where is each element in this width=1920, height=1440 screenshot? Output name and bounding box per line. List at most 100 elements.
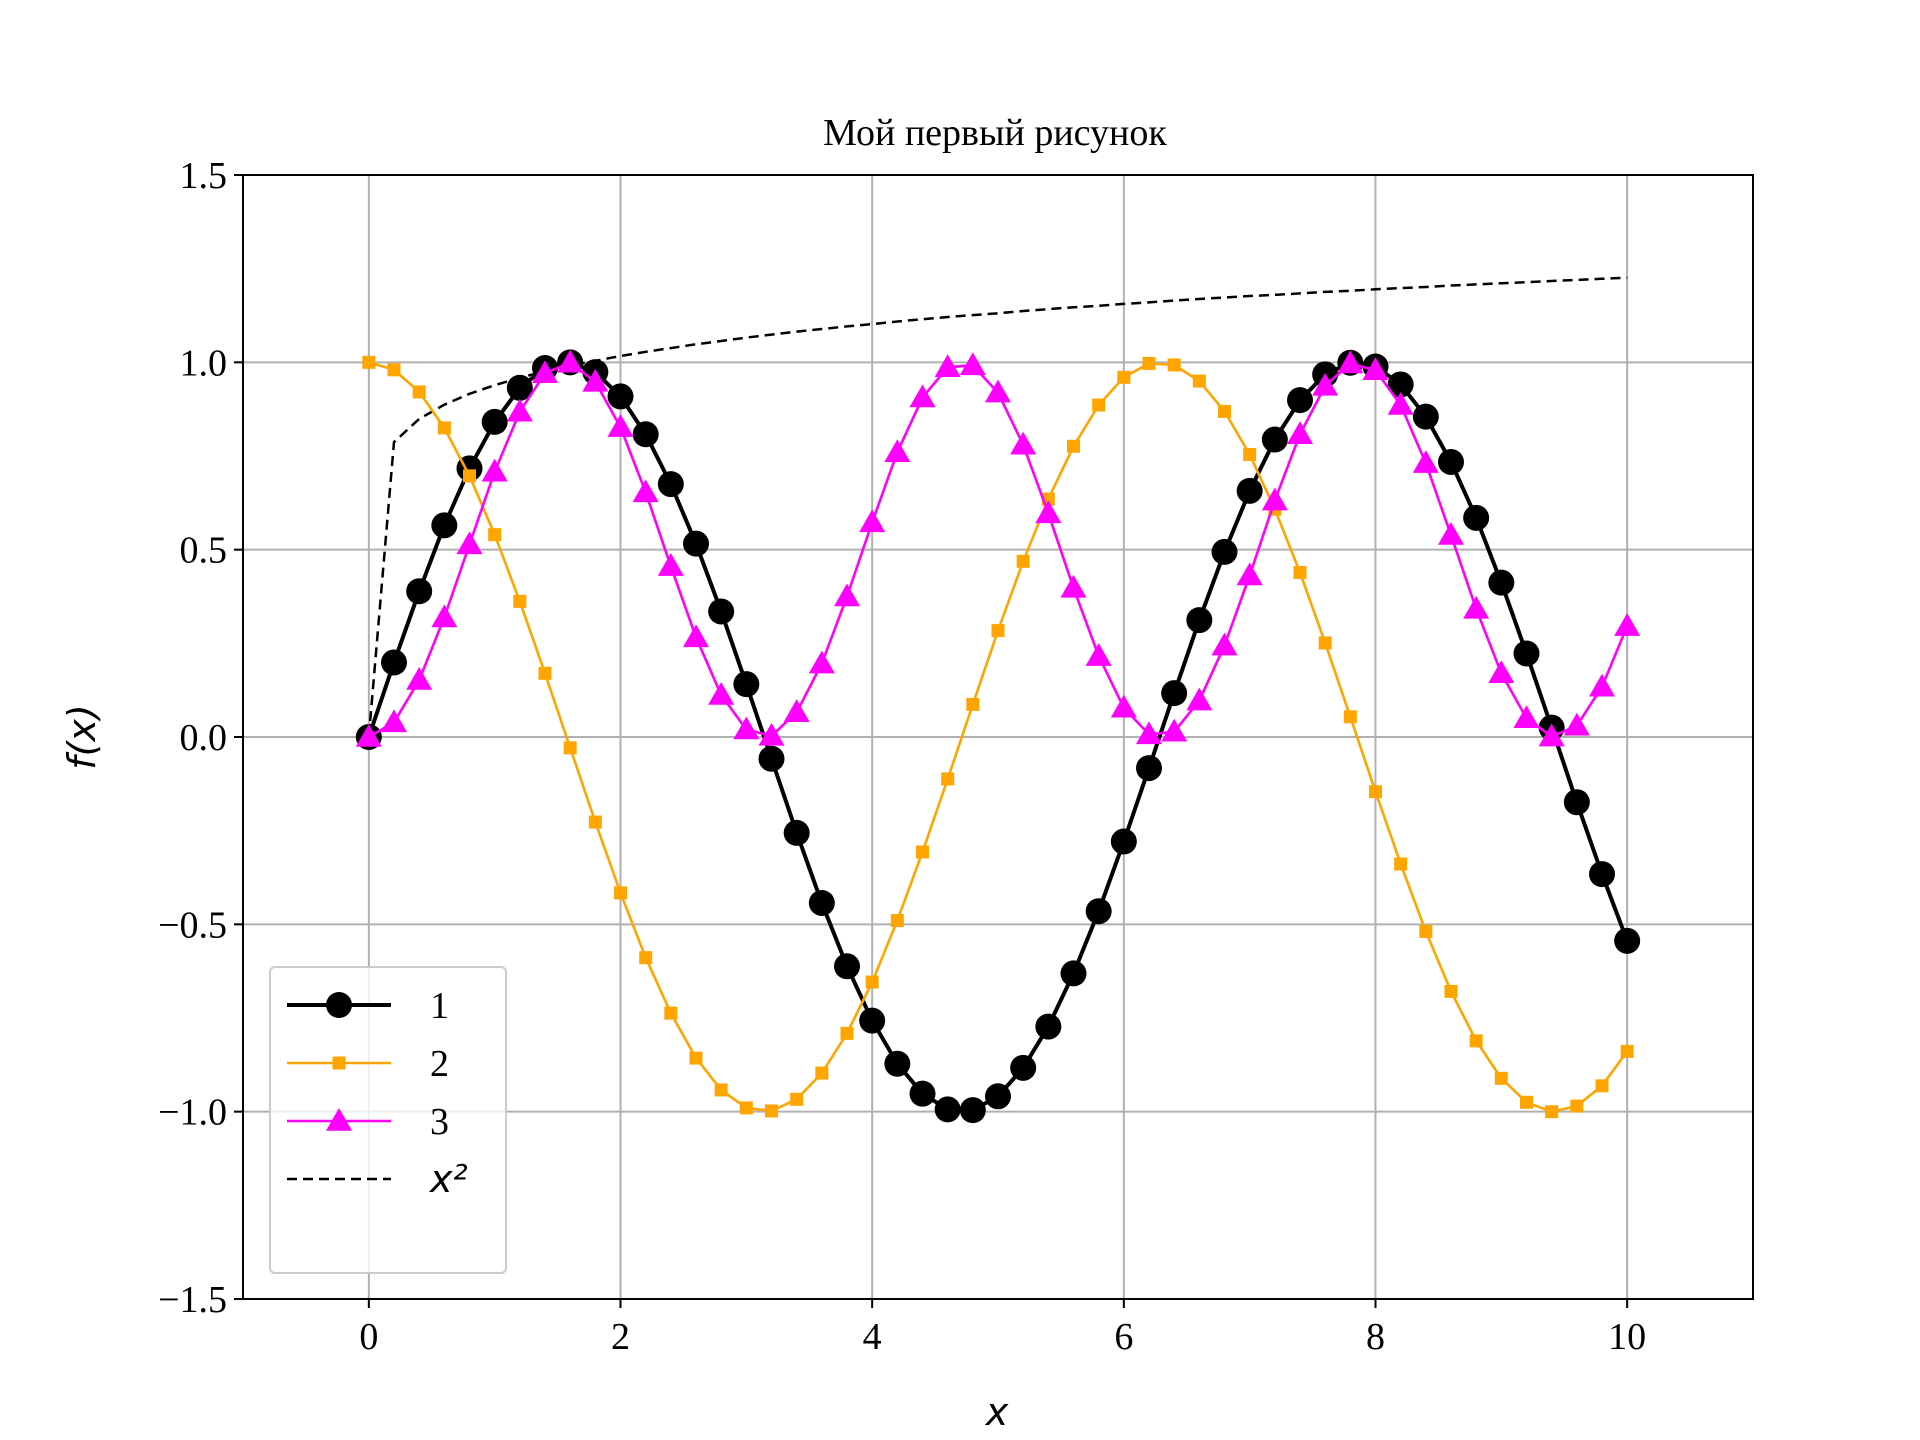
data-point xyxy=(538,666,552,680)
data-point xyxy=(1211,632,1238,656)
data-point xyxy=(1060,960,1087,987)
data-point xyxy=(1412,403,1439,430)
data-point xyxy=(689,1051,703,1065)
data-point xyxy=(1545,1105,1559,1119)
data-point xyxy=(463,469,476,483)
data-point xyxy=(1192,374,1206,388)
data-point xyxy=(1394,857,1408,871)
data-point xyxy=(1488,569,1515,596)
data-point xyxy=(1142,356,1156,370)
data-point xyxy=(959,352,986,376)
x-axis-label: x xyxy=(985,1390,1009,1434)
data-point xyxy=(1419,924,1433,938)
data-point xyxy=(1488,660,1515,684)
data-point xyxy=(582,368,609,392)
data-point xyxy=(1167,358,1181,372)
data-point xyxy=(1494,1071,1508,1085)
data-point xyxy=(406,667,433,690)
data-point xyxy=(916,845,929,859)
data-point xyxy=(506,374,533,401)
legend-label: 1 xyxy=(430,985,449,1027)
data-point xyxy=(1563,789,1590,816)
data-point xyxy=(683,624,709,648)
data-point xyxy=(488,528,502,542)
legend: 1 2 3 x² xyxy=(269,966,507,1274)
data-point xyxy=(1060,574,1087,598)
legend-marker xyxy=(326,992,352,1018)
data-point xyxy=(859,509,886,533)
data-point xyxy=(532,360,558,383)
data-point xyxy=(884,439,911,463)
data-point xyxy=(1287,421,1313,445)
data-point xyxy=(1010,431,1037,455)
data-point xyxy=(1085,643,1112,666)
series-3 xyxy=(355,349,1641,747)
data-point xyxy=(1085,898,1112,925)
data-point xyxy=(966,697,980,711)
data-point xyxy=(1538,723,1565,747)
data-point xyxy=(733,716,760,740)
data-point xyxy=(1035,500,1062,524)
x-tick-label: 6 xyxy=(1114,1316,1133,1358)
data-point xyxy=(1236,562,1263,586)
data-point xyxy=(758,745,785,772)
data-point xyxy=(1161,680,1188,707)
data-point xyxy=(1387,392,1414,415)
data-point xyxy=(865,975,879,989)
data-point xyxy=(1387,371,1414,398)
data-point xyxy=(683,530,709,557)
y-tick-label: 0.0 xyxy=(180,717,228,759)
x-tick-label: 0 xyxy=(359,1316,378,1358)
data-point xyxy=(588,815,602,829)
data-point xyxy=(708,598,735,625)
data-point xyxy=(1589,673,1615,697)
data-point xyxy=(506,398,533,422)
data-point xyxy=(1369,785,1382,799)
data-point xyxy=(765,1104,778,1118)
data-point xyxy=(834,953,860,980)
legend-label: x² xyxy=(429,1157,468,1201)
data-point xyxy=(431,604,458,628)
axis-ticks: 0 2 4 6 8 10 −1.5 −1.0 −0.5 0.0 0.5 1.0 1.5 xyxy=(158,155,1646,1358)
data-point xyxy=(1520,1095,1533,1109)
legend-label: 2 xyxy=(430,1043,449,1085)
chart-title: Мой первый рисунок xyxy=(823,112,1167,154)
plot-series xyxy=(355,276,1641,1124)
data-point xyxy=(381,709,407,733)
data-point xyxy=(733,671,760,698)
data-point xyxy=(557,349,584,373)
data-point xyxy=(1110,694,1137,718)
data-point xyxy=(1035,1013,1062,1040)
data-point xyxy=(431,512,458,539)
data-point xyxy=(1343,710,1357,724)
data-point xyxy=(1136,721,1162,745)
data-point xyxy=(513,594,527,608)
y-axis-label: f(x) xyxy=(60,704,104,770)
data-point xyxy=(1010,1054,1037,1081)
data-point xyxy=(1117,370,1131,384)
data-point xyxy=(1438,448,1464,475)
legend-entry-3: 3 xyxy=(287,1101,449,1143)
data-point xyxy=(909,1080,936,1107)
data-point xyxy=(632,479,659,503)
data-point xyxy=(563,741,577,755)
data-point xyxy=(1312,372,1339,396)
data-point xyxy=(355,724,382,747)
data-point xyxy=(1469,1034,1483,1048)
data-point xyxy=(632,421,659,448)
data-point xyxy=(614,886,627,900)
data-point xyxy=(934,1096,961,1123)
data-point xyxy=(381,649,407,676)
data-point xyxy=(1463,504,1490,531)
data-point xyxy=(941,772,955,786)
data-point xyxy=(1438,522,1464,545)
data-point xyxy=(840,1026,854,1040)
data-point xyxy=(1243,448,1257,462)
data-point xyxy=(607,383,634,410)
data-point xyxy=(406,578,433,605)
legend-marker xyxy=(332,1056,346,1070)
y-tick-label: −1.5 xyxy=(158,1279,227,1321)
data-point xyxy=(1136,755,1162,782)
data-point xyxy=(664,1006,678,1020)
data-point xyxy=(1513,640,1540,667)
